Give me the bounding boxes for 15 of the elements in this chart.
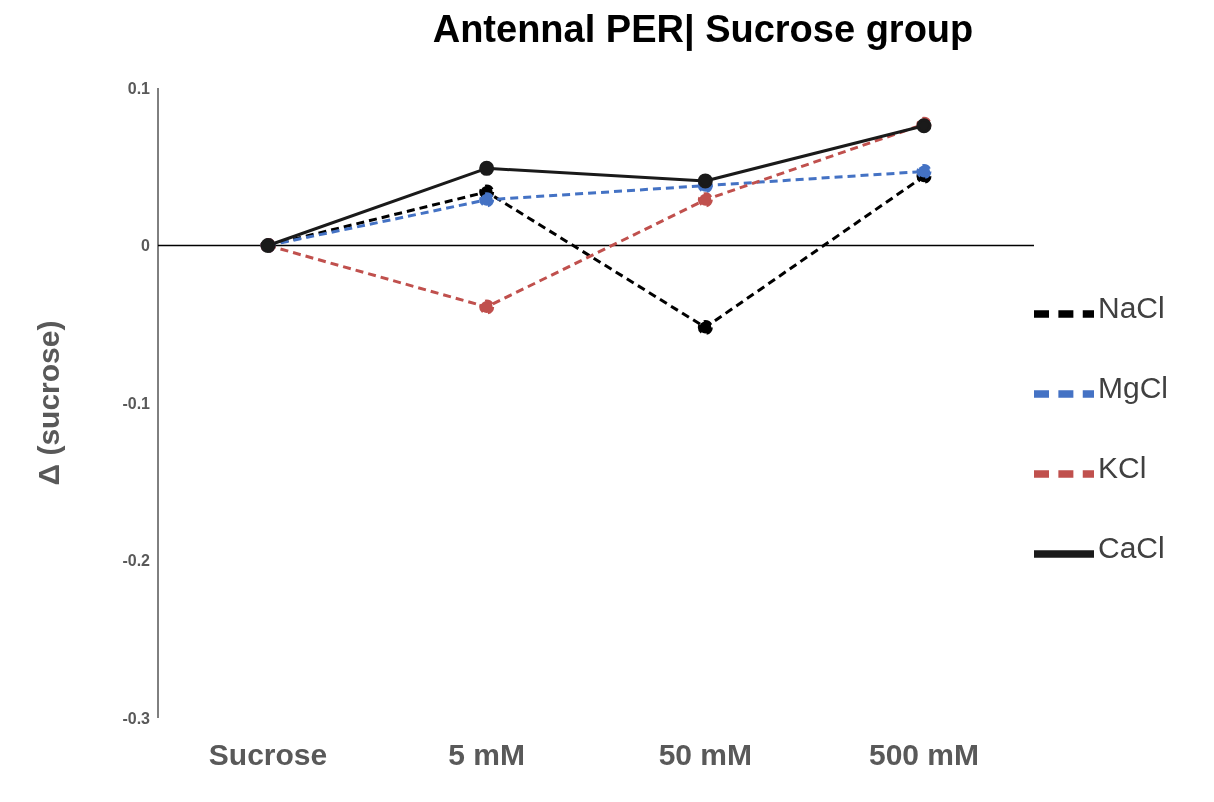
- legend-label: MgCl: [1097, 371, 1168, 404]
- x-tick-label: 500 mM: [868, 738, 980, 772]
- y-axis-title: Δ (sucrose): [31, 320, 65, 486]
- x-tick-label: 5 mM: [448, 738, 526, 772]
- y-tick-label: -0.3: [122, 709, 151, 727]
- legend-label: KCl: [1097, 451, 1147, 484]
- y-tick-label: 0.1: [127, 79, 151, 97]
- x-tick-label: Sucrose: [208, 738, 328, 772]
- x-tick-label: 50 mM: [658, 738, 753, 772]
- legend-label: CaCl: [1097, 531, 1165, 564]
- chart-title: Antennal PER| Sucrose group: [431, 8, 975, 53]
- y-tick-label: -0.2: [122, 552, 151, 570]
- legend-label: NaCl: [1097, 291, 1165, 324]
- y-tick-label: -0.1: [122, 394, 151, 412]
- y-tick-label: 0: [141, 237, 151, 255]
